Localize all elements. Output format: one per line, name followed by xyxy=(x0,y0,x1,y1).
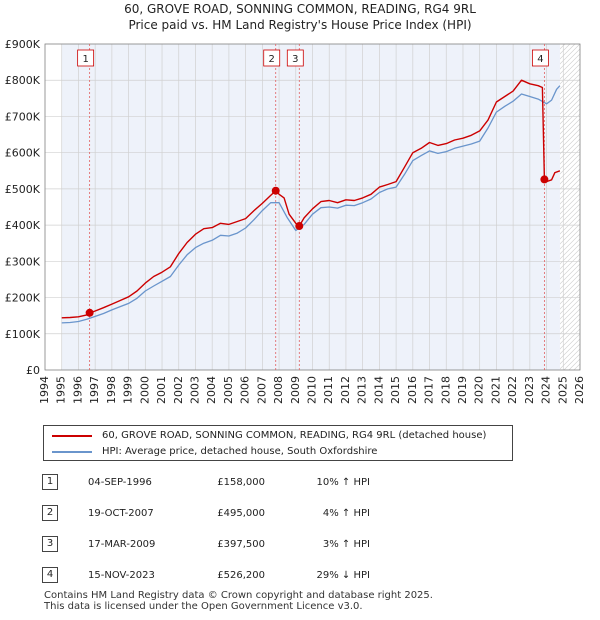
y-tick-label: £900K xyxy=(5,38,41,51)
x-tick-label: 2021 xyxy=(489,376,502,404)
transaction-marker-label: 4 xyxy=(531,49,549,67)
plot-unshaded-region xyxy=(45,44,62,370)
transaction-row: 3 17-MAR-2009 £397,500 3% ↑ HPI xyxy=(0,534,600,556)
svg-text:3: 3 xyxy=(292,54,298,65)
x-tick-label: 2010 xyxy=(306,376,319,404)
transaction-number: 3 xyxy=(42,536,58,552)
x-tick-label: 2006 xyxy=(239,376,252,404)
x-tick-label: 1999 xyxy=(122,376,135,404)
transaction-date: 15-NOV-2023 xyxy=(88,570,155,581)
x-tick-label: 1994 xyxy=(38,376,51,404)
x-tick-label: 2013 xyxy=(356,376,369,404)
legend-swatch-hpi xyxy=(52,451,92,453)
transaction-hpi: 3% ↑ HPI xyxy=(322,539,370,550)
x-tick-label: 2008 xyxy=(272,376,285,404)
legend: 60, GROVE ROAD, SONNING COMMON, READING,… xyxy=(43,425,513,461)
x-tick-label: 1997 xyxy=(88,376,101,404)
footer-copyright: Contains HM Land Registry data © Crown c… xyxy=(44,590,433,601)
x-tick-label: 2024 xyxy=(540,376,553,404)
legend-label-property: 60, GROVE ROAD, SONNING COMMON, READING,… xyxy=(102,430,487,441)
plot-unshaded-region xyxy=(559,44,580,370)
x-tick-label: 2017 xyxy=(423,376,436,404)
x-tick-label: 2019 xyxy=(456,376,469,404)
footer: Contains HM Land Registry data © Crown c… xyxy=(44,590,433,612)
y-tick-label: £400K xyxy=(5,219,41,232)
x-tick-label: 2018 xyxy=(439,376,452,404)
y-tick-label: £500K xyxy=(5,183,41,196)
property-series-line xyxy=(61,79,561,319)
sale-point xyxy=(271,186,280,195)
transaction-price: £526,200 xyxy=(217,570,265,581)
transaction-marker-label: 2 xyxy=(263,49,281,67)
x-tick-label: 2000 xyxy=(138,376,151,404)
transaction-date: 17-MAR-2009 xyxy=(88,539,156,550)
x-tick-label: 2005 xyxy=(222,376,235,404)
x-tick-label: 1996 xyxy=(71,376,84,404)
transaction-number: 4 xyxy=(42,567,58,583)
transaction-number: 1 xyxy=(42,474,58,490)
svg-text:4: 4 xyxy=(537,54,543,65)
y-tick-label: £100K xyxy=(5,328,41,341)
x-tick-label: 2003 xyxy=(188,376,201,404)
y-tick-label: £700K xyxy=(5,110,41,123)
y-tick-label: £300K xyxy=(5,255,41,268)
y-tick-label: £200K xyxy=(5,292,41,305)
sale-point xyxy=(295,222,304,231)
y-tick-label: £0 xyxy=(26,364,40,377)
sale-point xyxy=(540,175,549,184)
transaction-row: 4 15-NOV-2023 £526,200 29% ↓ HPI xyxy=(0,565,600,587)
transaction-row: 2 19-OCT-2007 £495,000 4% ↑ HPI xyxy=(0,503,600,525)
transaction-hpi: 4% ↑ HPI xyxy=(322,508,370,519)
x-tick-label: 2025 xyxy=(556,376,569,404)
x-tick-label: 2014 xyxy=(372,376,385,404)
x-tick-label: 2007 xyxy=(255,376,268,404)
plot-border xyxy=(44,43,581,371)
x-tick-label: 2026 xyxy=(573,376,586,404)
sale-point xyxy=(85,308,94,317)
transaction-hpi: 29% ↓ HPI xyxy=(316,570,370,581)
transaction-marker-label: 1 xyxy=(77,49,95,67)
transaction-price: £158,000 xyxy=(217,477,265,488)
transaction-price: £495,000 xyxy=(217,508,265,519)
x-tick-label: 2015 xyxy=(389,376,402,404)
price-chart: £0 £100K £200K £300K £400K £500K £600K £700K £80… xyxy=(5,38,586,404)
svg-text:2: 2 xyxy=(269,54,275,65)
svg-text:1: 1 xyxy=(82,54,88,65)
x-tick-label: 2022 xyxy=(506,376,519,404)
y-tick-label: £800K xyxy=(5,74,41,87)
x-tick-label: 1995 xyxy=(55,376,68,404)
footer-licence: This data is licensed under the Open Gov… xyxy=(44,601,363,612)
legend-label-hpi: HPI: Average price, detached house, Sout… xyxy=(102,446,378,457)
transaction-marker-label: 3 xyxy=(286,49,304,67)
x-tick-label: 2001 xyxy=(155,376,168,404)
transaction-price: £397,500 xyxy=(217,539,265,550)
legend-swatch-property xyxy=(52,435,92,437)
transaction-number: 2 xyxy=(42,505,58,521)
y-tick-label: £600K xyxy=(5,147,41,160)
transaction-date: 04-SEP-1996 xyxy=(88,477,152,488)
x-tick-label: 2023 xyxy=(523,376,536,404)
transaction-row: 1 04-SEP-1996 £158,000 10% ↑ HPI xyxy=(0,472,600,494)
x-tick-label: 2002 xyxy=(172,376,185,404)
x-tick-label: 2011 xyxy=(322,376,335,404)
x-tick-label: 2004 xyxy=(205,376,218,404)
transaction-date: 19-OCT-2007 xyxy=(88,508,154,519)
x-tick-label: 2009 xyxy=(289,376,302,404)
x-tick-label: 2012 xyxy=(339,376,352,404)
chart-title: 60, GROVE ROAD, SONNING COMMON, READING,… xyxy=(124,2,476,16)
x-tick-label: 2016 xyxy=(406,376,419,404)
chart-subtitle: Price paid vs. HM Land Registry's House … xyxy=(128,18,472,32)
hpi-series-line xyxy=(61,85,561,324)
x-tick-label: 2020 xyxy=(473,376,486,404)
x-tick-label: 1998 xyxy=(105,376,118,404)
transaction-hpi: 10% ↑ HPI xyxy=(316,477,370,488)
